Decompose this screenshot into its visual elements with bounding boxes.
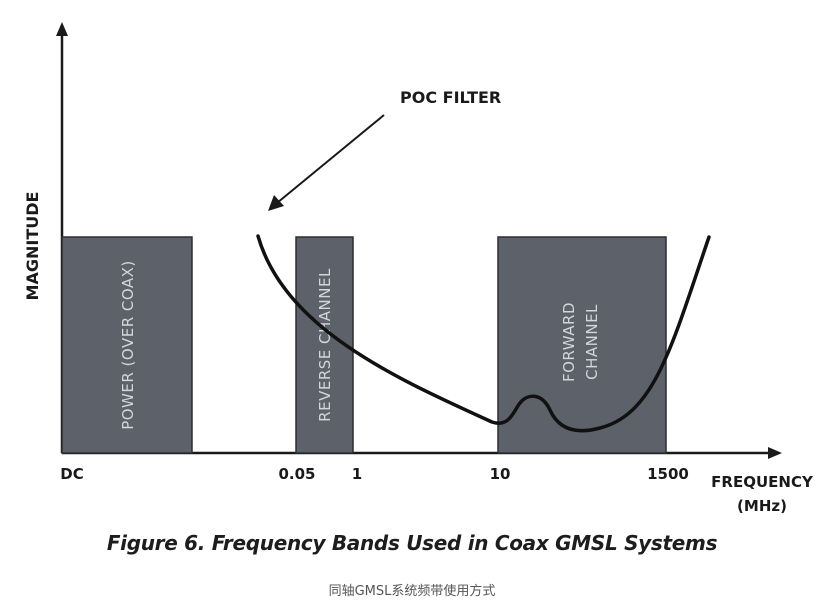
forward-channel-label-line1: FORWARD [560,302,578,382]
figure-caption: Figure 6. Frequency Bands Used in Coax G… [106,531,718,555]
poc-filter-curve [256,234,711,433]
annotation-arrow-line [276,114,385,204]
forward-channel-label-line2: CHANNEL [583,304,601,380]
chinese-caption: 同轴GMSL系统频带使用方式 [328,584,496,599]
annotation-arrowhead [268,195,284,211]
power-band [61,236,193,454]
y-axis-arrowhead [56,22,68,36]
x-axis-label-line2: (MHz) [737,497,787,515]
x-axis-label-line1: FREQUENCY [711,473,814,491]
power-band-label: POWER (OVER COAX) [119,260,137,430]
poc-filter-annotation: POC FILTER [400,88,501,107]
y-axis-label: MAGNITUDE [23,192,42,301]
tick-0-05: 0.05 [278,465,315,483]
tick-10: 10 [490,465,511,483]
tick-1: 1 [352,465,362,483]
tick-1500: 1500 [647,465,689,483]
tick-dc: DC [60,465,83,483]
forward-channel-band [497,236,667,454]
x-axis-arrowhead [768,447,782,459]
reverse-channel-label: REVERSE CHANNEL [316,268,334,422]
frequency-band-diagram: MAGNITUDE POWER (OVER COAX) REVERSE CHAN… [23,22,814,515]
